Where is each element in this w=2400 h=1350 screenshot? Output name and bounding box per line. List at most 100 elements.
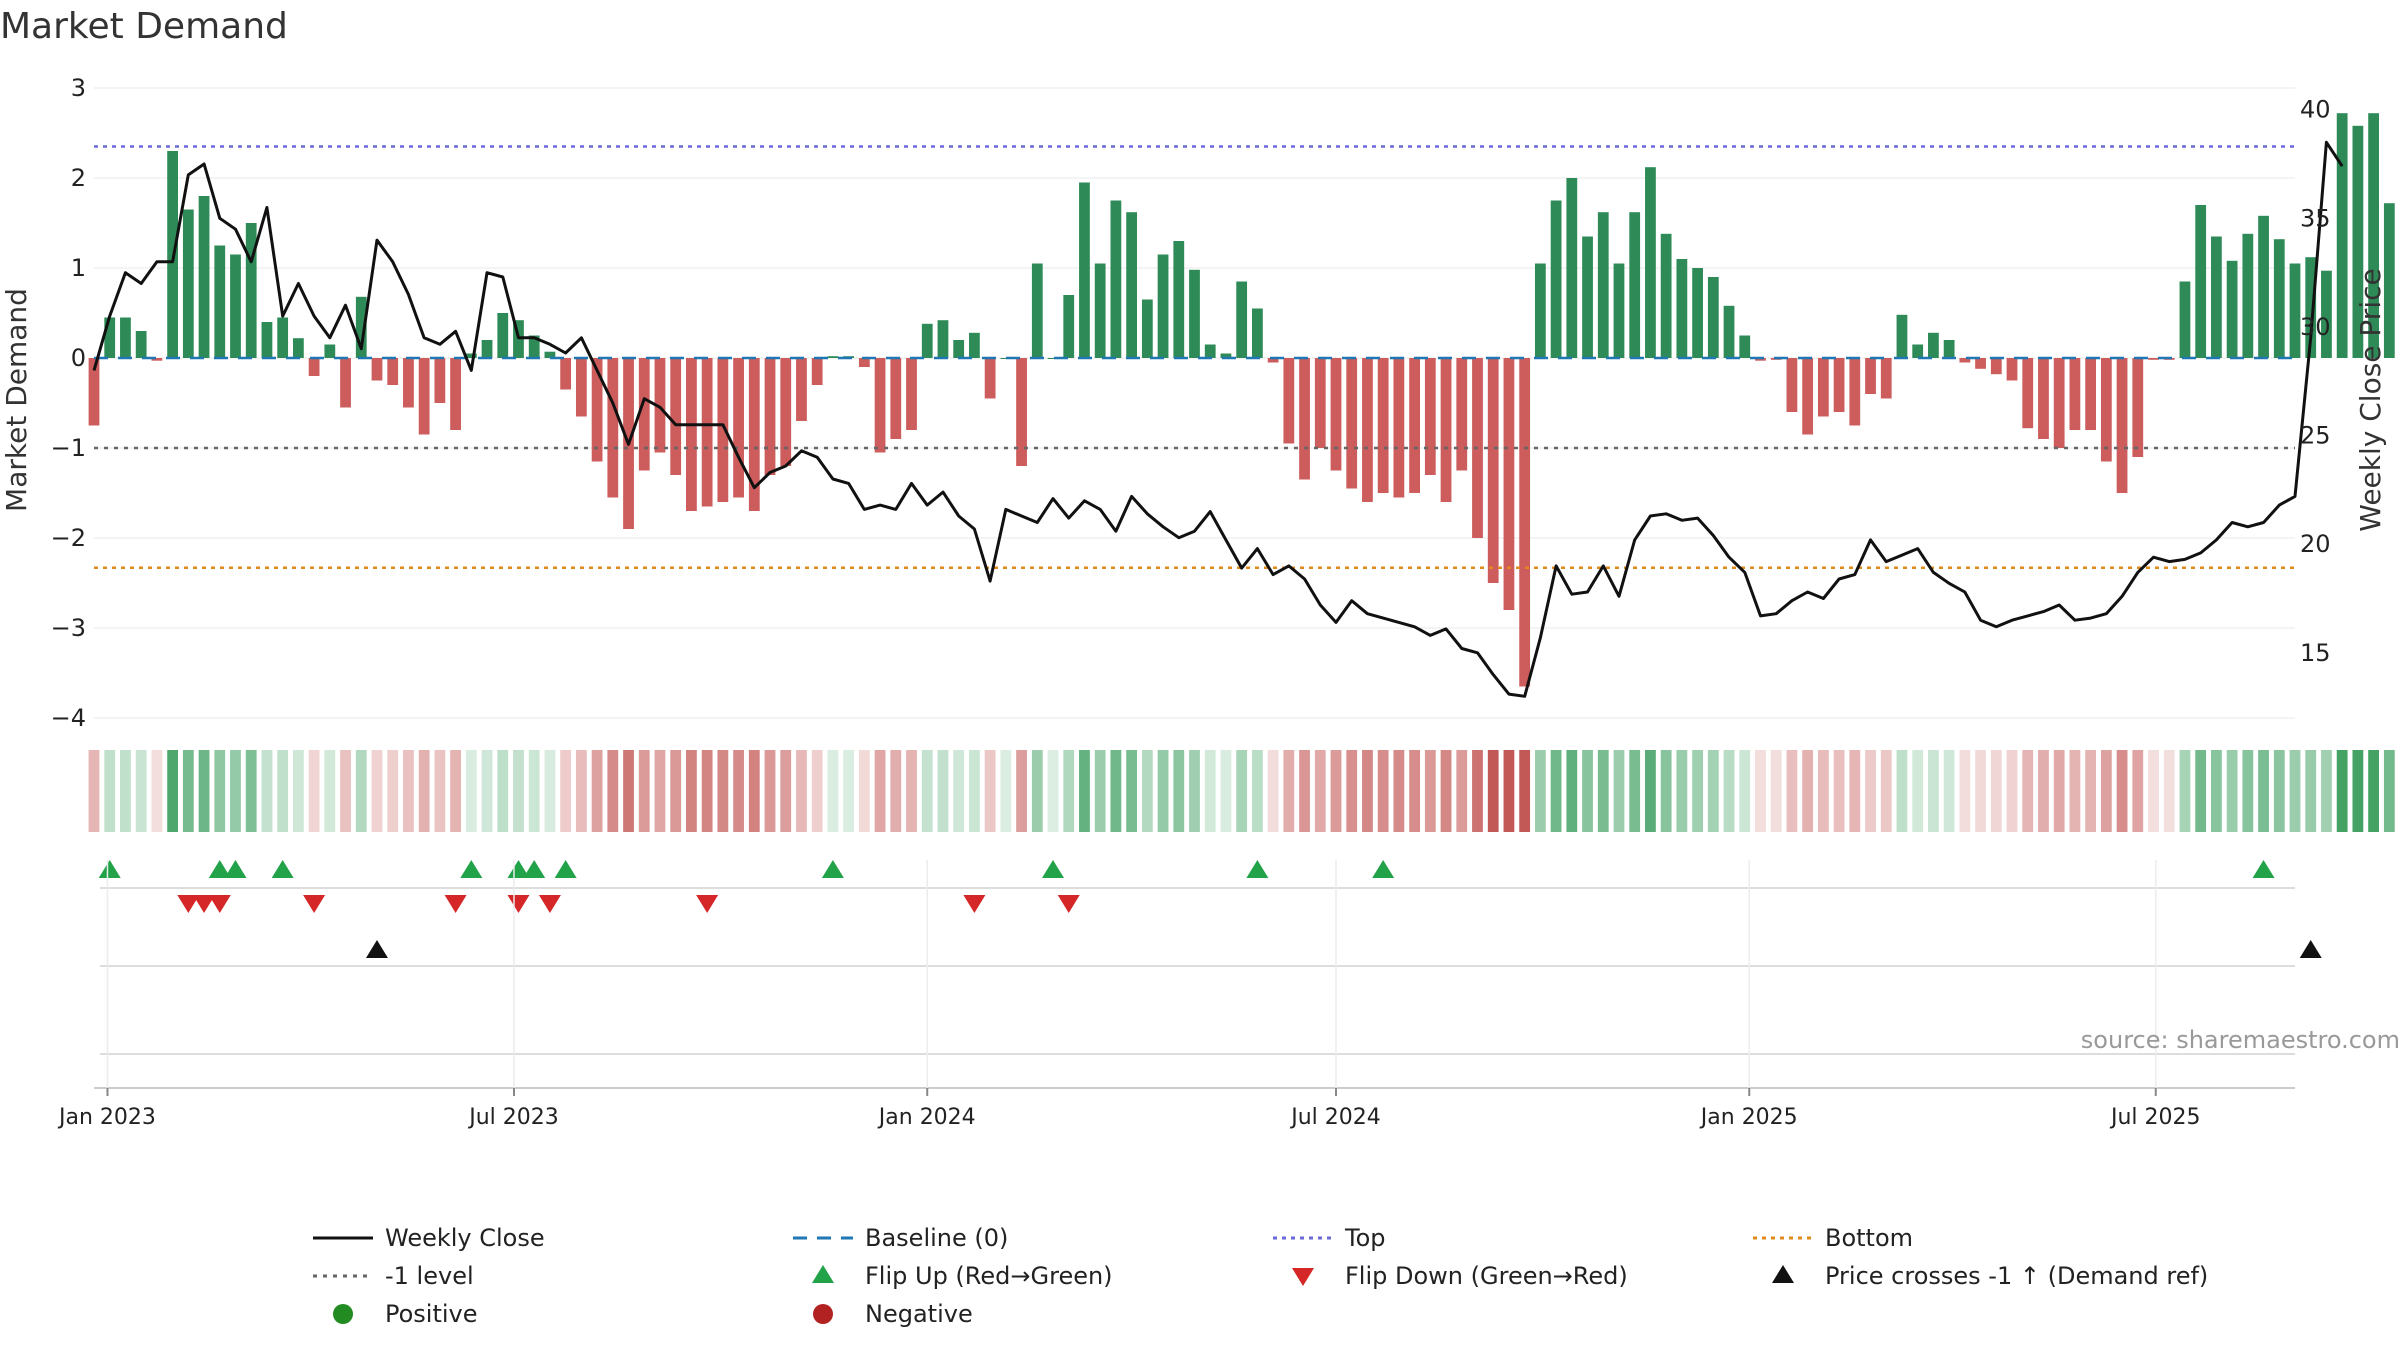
flip-up-marker <box>1372 860 1395 878</box>
demand-bar <box>906 358 917 430</box>
demand-bar <box>1141 299 1153 358</box>
heat-cell <box>1362 750 1373 832</box>
left-tick-label: 0 <box>71 344 86 372</box>
heat-cell <box>1676 750 1688 832</box>
demand-bar <box>1692 268 1703 358</box>
demand-bar <box>1031 263 1043 358</box>
x-tick-label: Jul 2024 <box>1289 1105 1381 1130</box>
demand-bar <box>764 358 776 475</box>
heat-cell <box>638 750 650 832</box>
demand-bar <box>2195 205 2207 358</box>
heat-cell <box>1189 750 1200 832</box>
flip-down-marker <box>193 895 216 913</box>
demand-bar <box>1487 358 1499 583</box>
demand-bar <box>2100 358 2112 462</box>
demand-bar <box>921 323 933 358</box>
flip-up-marker <box>507 860 530 878</box>
heat-cell <box>403 750 414 832</box>
heat-cell <box>1629 750 1641 832</box>
heat-cell <box>1157 750 1169 832</box>
heat-cell <box>2226 750 2238 832</box>
heat-cell <box>230 750 241 832</box>
left-tick-label: 3 <box>71 74 86 102</box>
heat-cell <box>1519 750 1531 832</box>
heat-cell <box>151 750 163 832</box>
heat-cell <box>2053 750 2065 832</box>
heat-cell <box>2022 750 2034 832</box>
demand-bar <box>654 358 666 453</box>
demand-bar <box>418 358 430 435</box>
heat-cell <box>1613 750 1625 832</box>
heat-cell <box>1880 750 1892 832</box>
legend-negative: Negative <box>865 1300 973 1328</box>
heat-cell <box>1849 750 1861 832</box>
heat-cell <box>560 750 572 832</box>
flip-down-marker <box>1057 895 1080 913</box>
right-tick-label: 35 <box>2300 204 2331 232</box>
heat-cell <box>371 750 383 832</box>
heat-cell <box>1220 750 1232 832</box>
heat-cell <box>2368 750 2380 832</box>
demand-bar <box>1126 212 1137 358</box>
heat-cell <box>1534 750 1546 832</box>
heat-cell <box>2383 750 2395 832</box>
demand-bar <box>1299 358 1310 480</box>
heat-cell <box>1110 750 1122 832</box>
heat-cell <box>1094 750 1106 832</box>
demand-bar <box>2006 358 2018 381</box>
demand-bar <box>2352 125 2364 358</box>
heat-cell <box>1236 750 1248 832</box>
chart-title: Market Demand <box>0 6 288 47</box>
legend-swatch-positive <box>333 1304 353 1324</box>
heat-cell <box>481 750 493 832</box>
demand-bar <box>686 358 697 511</box>
x-tick-label: Jul 2025 <box>2109 1105 2201 1130</box>
demand-bar <box>214 245 226 358</box>
demand-bar <box>717 358 729 502</box>
left-axis-label: Market Demand <box>0 288 33 512</box>
cross-up-marker <box>365 940 388 958</box>
demand-bar <box>1424 358 1436 475</box>
heat-cell <box>1959 750 1971 832</box>
heat-cell <box>1126 750 1138 832</box>
demand-bar <box>230 254 241 358</box>
demand-bar <box>2069 358 2081 430</box>
left-tick-label: −1 <box>51 434 86 462</box>
heat-cell <box>1440 750 1452 832</box>
heat-cell <box>1990 750 2002 832</box>
right-tick-label: 15 <box>2300 639 2331 667</box>
flip-down-marker <box>538 895 561 913</box>
heat-cell <box>1472 750 1483 832</box>
heat-cell <box>953 750 965 832</box>
demand-bar <box>1110 200 1122 358</box>
heat-cell <box>1723 750 1735 832</box>
demand-bar <box>796 358 807 421</box>
legend-swatch-flip-down <box>1292 1268 1314 1286</box>
legend-bottom: Bottom <box>1825 1224 1913 1252</box>
flip-up-marker <box>460 860 483 878</box>
demand-bar <box>2022 358 2034 429</box>
demand-bar <box>1566 178 1578 358</box>
heat-cell <box>654 750 666 832</box>
heat-cell <box>1173 750 1185 832</box>
heat-cell <box>465 750 477 832</box>
heat-cell <box>513 750 524 832</box>
demand-bar <box>1802 358 1814 435</box>
left-tick-label: −2 <box>51 524 86 552</box>
demand-bar <box>1550 200 1562 358</box>
demand-bar <box>1613 263 1625 358</box>
demand-bar <box>874 358 886 453</box>
weekly-close-line <box>92 140 2344 698</box>
demand-bar <box>497 313 509 358</box>
heat-cell <box>748 750 760 832</box>
heat-cell <box>434 750 446 832</box>
heat-cell <box>2258 750 2269 832</box>
heat-cell <box>1267 750 1279 832</box>
heat-cell <box>1802 750 1814 832</box>
heat-cell <box>2195 750 2207 832</box>
legend-minus1: -1 level <box>385 1262 474 1290</box>
flip-up-marker <box>1042 860 1065 878</box>
right-tick-label: 20 <box>2300 530 2331 558</box>
demand-bar <box>387 358 399 385</box>
